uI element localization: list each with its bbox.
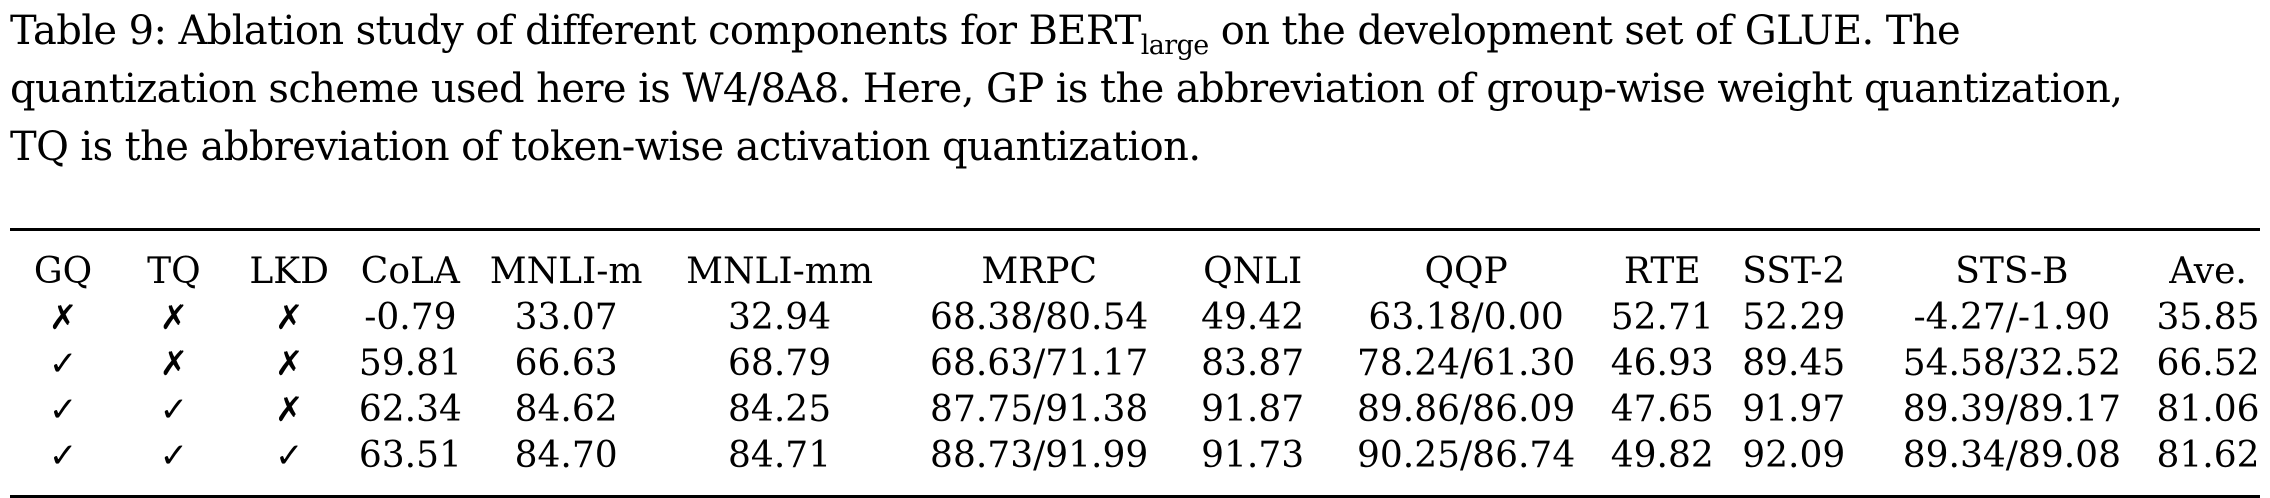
- table-cell: 52.71: [1610, 297, 1714, 338]
- table-cell: 78.24/61.30: [1356, 343, 1576, 384]
- header-row: GQ TQ LKD CoLA MNLI-m MNLI-mm MRPC QNLI QQP RTE SS…: [10, 231, 2260, 295]
- component-mark: ✓: [159, 390, 189, 430]
- table-cell: -4.27/-1.90: [1913, 297, 2111, 338]
- table-cell: 32.94: [728, 297, 832, 338]
- column-header: MRPC: [981, 251, 1098, 292]
- component-mark: ✗: [48, 298, 78, 338]
- component-mark: ✓: [159, 436, 189, 476]
- table-cell: 91.97: [1742, 389, 1846, 430]
- table-cell: 92.09: [1742, 435, 1846, 476]
- table-cell: 81.06: [2156, 389, 2260, 430]
- column-header: MNLI-mm: [686, 251, 874, 292]
- component-mark: ✗: [274, 344, 304, 384]
- table-cell: 68.38/80.54: [930, 297, 1149, 338]
- caption-prefix: Table 9: Ablation study of different com…: [10, 8, 1141, 54]
- table-body: ✗ ✗ ✗ -0.79 33.07 32.94 68.38/80.54 49.42 63.18/…: [10, 295, 2260, 495]
- table-caption: Table 9: Ablation study of different com…: [10, 2, 2260, 176]
- component-mark: ✓: [274, 436, 304, 476]
- table-cell: 89.39/89.17: [1902, 389, 2121, 430]
- column-header: CoLA: [360, 251, 460, 292]
- column-header: MNLI-m: [489, 251, 643, 292]
- table-cell: 84.70: [514, 435, 618, 476]
- table-cell: 63.18/0.00: [1368, 297, 1564, 338]
- component-mark: ✗: [274, 390, 304, 430]
- results-table: GQ TQ LKD CoLA MNLI-m MNLI-mm MRPC QNLI QQP RTE SS…: [10, 231, 2260, 495]
- column-header: QNLI: [1203, 251, 1303, 292]
- column-header: SST-2: [1742, 251, 1846, 292]
- table-row: ✓ ✗ ✗ 59.81 66.63 68.79 68.63/71.17 83.87 78.24/…: [10, 341, 2260, 387]
- table-cell: 68.79: [728, 343, 832, 384]
- table-cell: 46.93: [1610, 343, 1714, 384]
- table-cell: 84.62: [514, 389, 618, 430]
- column-header: LKD: [249, 251, 330, 292]
- component-mark: ✓: [48, 344, 78, 384]
- table-cell: 35.85: [2156, 297, 2260, 338]
- table-cell: 68.63/71.17: [930, 343, 1149, 384]
- table-cell: 54.58/32.52: [1902, 343, 2121, 384]
- caption-subscript: large: [1140, 30, 1210, 61]
- table-cell: 52.29: [1742, 297, 1846, 338]
- table-cell: -0.79: [364, 297, 457, 338]
- table-cell: 66.63: [514, 343, 618, 384]
- table-row: ✗ ✗ ✗ -0.79 33.07 32.94 68.38/80.54 49.42 63.18/…: [10, 295, 2260, 341]
- table-cell: 91.73: [1201, 435, 1305, 476]
- table-cell: 66.52: [2156, 343, 2260, 384]
- table-cell: 89.45: [1742, 343, 1846, 384]
- table-row: ✓ ✓ ✓ 63.51 84.70 84.71 88.73/91.99 91.73 90.25/…: [10, 433, 2260, 495]
- table-cell: 90.25/86.74: [1356, 435, 1576, 476]
- table-cell: 49.82: [1610, 435, 1714, 476]
- table-cell: 83.87: [1201, 343, 1305, 384]
- column-header: GQ: [33, 251, 93, 292]
- table-cell: 88.73/91.99: [930, 435, 1149, 476]
- table-cell: 47.65: [1610, 389, 1714, 430]
- column-header: QQP: [1424, 251, 1508, 292]
- component-mark: ✓: [48, 390, 78, 430]
- column-header: STS-B: [1955, 251, 2069, 292]
- component-mark: ✗: [274, 298, 304, 338]
- component-mark: ✗: [159, 298, 189, 338]
- component-mark: ✗: [159, 344, 189, 384]
- table-cell: 89.34/89.08: [1902, 435, 2121, 476]
- table-cell: 89.86/86.09: [1356, 389, 1576, 430]
- caption-line3: TQ is the abbreviation of token-wise act…: [10, 124, 1201, 170]
- table-cell: 33.07: [514, 297, 618, 338]
- column-header: RTE: [1623, 251, 1701, 292]
- table-cell: 81.62: [2156, 435, 2260, 476]
- table-cell: 63.51: [358, 435, 462, 476]
- table-cell: 91.87: [1201, 389, 1305, 430]
- component-mark: ✓: [48, 436, 78, 476]
- table-cell: 87.75/91.38: [930, 389, 1149, 430]
- caption-line1-rest: on the development set of GLUE. The: [1208, 8, 1961, 54]
- table-cell: 49.42: [1201, 297, 1305, 338]
- caption-line2: quantization scheme used here is W4/8A8.…: [10, 66, 2123, 112]
- column-header: Ave.: [2169, 251, 2247, 292]
- table-cell: 62.34: [358, 389, 462, 430]
- table-cell: 59.81: [358, 343, 462, 384]
- table-cell: 84.25: [728, 389, 832, 430]
- table-cell: 84.71: [728, 435, 832, 476]
- ablation-table: GQ TQ LKD CoLA MNLI-m MNLI-mm MRPC QNLI QQP RTE SS…: [10, 228, 2260, 498]
- column-header: TQ: [147, 251, 201, 292]
- table-row: ✓ ✓ ✗ 62.34 84.62 84.25 87.75/91.38 91.87 89.86/…: [10, 387, 2260, 433]
